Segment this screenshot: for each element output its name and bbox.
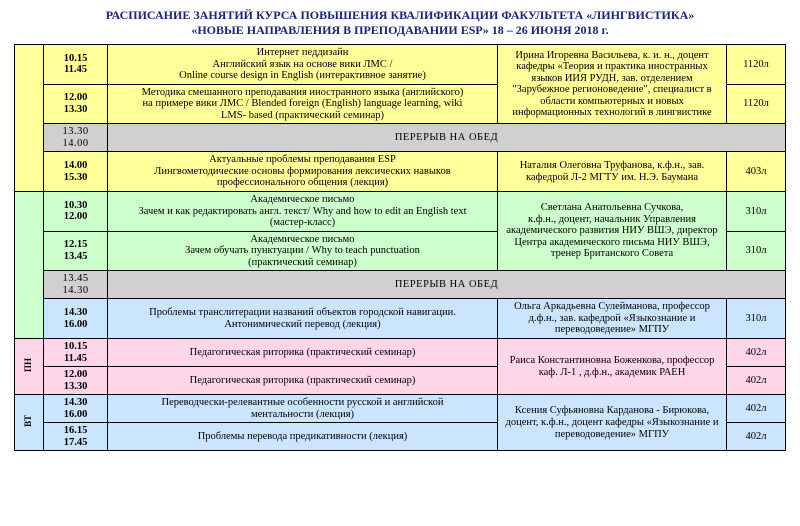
room-cell: 402л [727,395,786,423]
time-cell: 12.0013.30 [44,367,108,395]
break-cell: ПЕРЕРЫВ НА ОБЕД [108,271,786,299]
teacher-cell: Светлана Анатольевна Сучкова, к.ф.н., до… [498,192,727,271]
room-cell: 310л [727,231,786,271]
time-cell: 10.3012.00 [44,192,108,232]
room-cell: 310л [727,192,786,232]
day-col-blank [15,192,44,339]
room-cell: 402л [727,423,786,451]
room-cell: 1120л [727,84,786,124]
room-cell: 403л [727,152,786,192]
teacher-cell: Ирина Игоревна Васильева, к. и. н., доце… [498,45,727,124]
day-label-pn: ПН [15,339,44,395]
teacher-cell: Наталия Олеговна Труфанова, к.ф.н., зав.… [498,152,727,192]
day-col-blank [15,45,44,192]
time-cell: 10.1511.45 [44,45,108,85]
topic-cell: Методика смешанного преподавания иностра… [108,84,498,124]
time-cell: 13.3014.00 [44,124,108,152]
topic-cell: Актуальные проблемы преподавания ESP Лин… [108,152,498,192]
topic-cell: Педагогическая риторика (практический се… [108,367,498,395]
topic-cell: Проблемы перевода предикативности (лекци… [108,423,498,451]
teacher-cell: Раиса Константиновна Боженкова, профессо… [498,339,727,395]
time-cell: 10.1511.45 [44,339,108,367]
topic-cell: Проблемы транслитерации названий объекто… [108,299,498,339]
room-cell: 402л [727,367,786,395]
break-cell: ПЕРЕРЫВ НА ОБЕД [108,124,786,152]
topic-cell: Академическое письмо Зачем обучать пункт… [108,231,498,271]
time-cell: 12.1513.45 [44,231,108,271]
teacher-cell: Ольга Аркадьевна Сулейманова, профессор … [498,299,727,339]
room-cell: 1120л [727,45,786,85]
title-line-1: РАСПИСАНИЕ ЗАНЯТИЙ КУРСА ПОВЫШЕНИЯ КВАЛИ… [14,8,786,23]
time-cell: 16.1517.45 [44,423,108,451]
topic-cell: Академическое письмо Зачем и как редакти… [108,192,498,232]
page-title: РАСПИСАНИЕ ЗАНЯТИЙ КУРСА ПОВЫШЕНИЯ КВАЛИ… [14,8,786,38]
teacher-cell: Ксения Суфьяновна Карданова - Бирюкова, … [498,395,727,451]
time-cell: 13.4514.30 [44,271,108,299]
title-line-2: «НОВЫЕ НАПРАВЛЕНИЯ В ПРЕПОДАВАНИИ ESP» 1… [14,23,786,38]
time-cell: 12.0013.30 [44,84,108,124]
schedule-table: 10.1511.45 Интернет педдизайн Английский… [14,44,786,451]
room-cell: 402л [727,339,786,367]
time-cell: 14.3016.00 [44,395,108,423]
time-cell: 14.3016.00 [44,299,108,339]
room-cell: 310л [727,299,786,339]
time-cell: 14.0015.30 [44,152,108,192]
topic-cell: Переводчески-релевантные особенности рус… [108,395,498,423]
topic-cell: Педагогическая риторика (практический се… [108,339,498,367]
day-label-vt: ВТ [15,395,44,451]
topic-cell: Интернет педдизайн Английский язык на ос… [108,45,498,85]
